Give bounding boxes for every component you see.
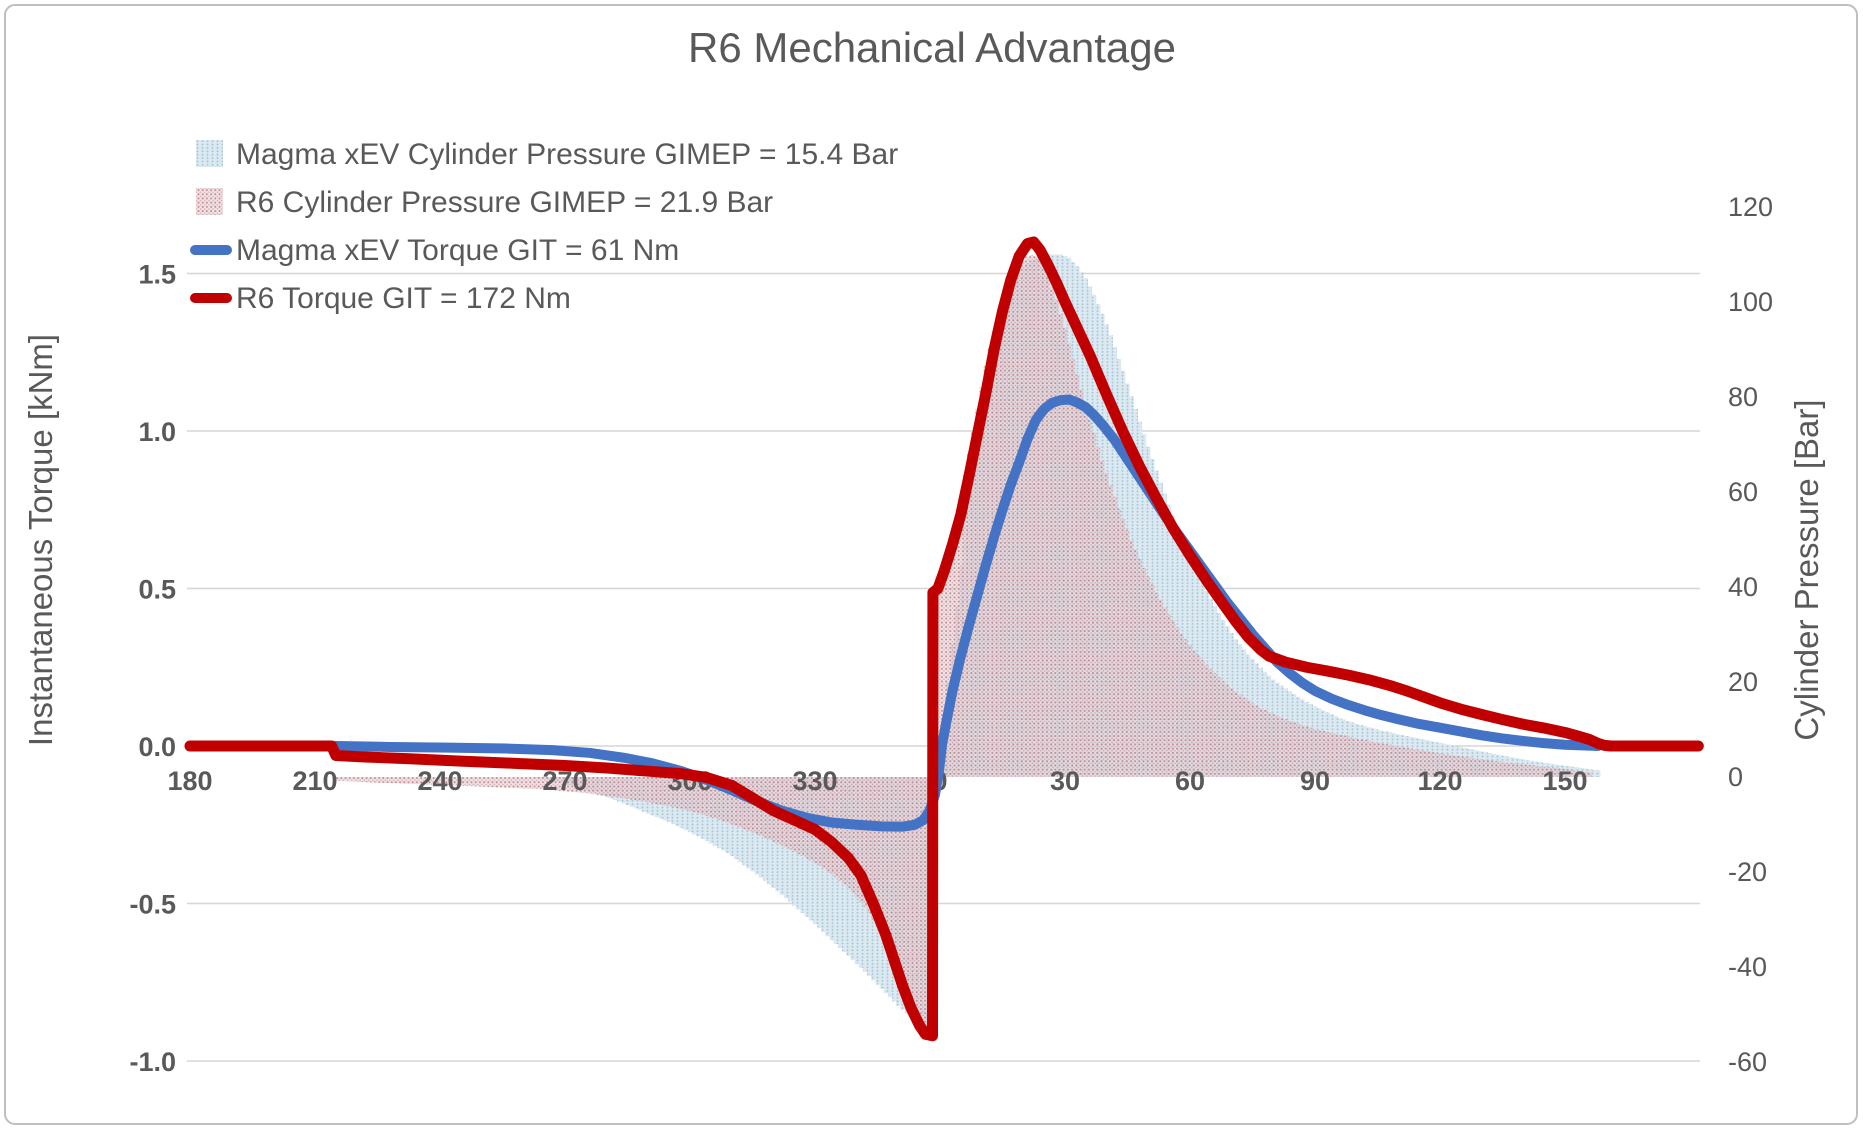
torque-line-r6 bbox=[184, 236, 1704, 1042]
chart-frame bbox=[4, 4, 1858, 1125]
left-axis-tick-label: 1.0 bbox=[138, 417, 176, 447]
left-axis-tick-label: 0.0 bbox=[138, 732, 176, 762]
left-axis-tick-label: 0.5 bbox=[138, 575, 176, 605]
x-axis-tick-label: 90 bbox=[1300, 766, 1330, 796]
legend-swatch-r6-torque bbox=[190, 293, 232, 303]
legend-item: R6 Torque GIT = 172 Nm bbox=[190, 282, 571, 315]
right-axis-tick-label: -60 bbox=[1728, 1047, 1767, 1077]
legend-label: Magma xEV Torque GIT = 61 Nm bbox=[236, 234, 679, 267]
right-axis-tick-label: 20 bbox=[1728, 667, 1758, 697]
legend-swatch-r6-pressure bbox=[196, 188, 223, 215]
right-axis-tick-label: 100 bbox=[1728, 287, 1773, 317]
x-axis-tick-label: 30 bbox=[1050, 766, 1080, 796]
legend-item: Magma xEV Cylinder Pressure GIMEP = 15.4… bbox=[196, 138, 898, 171]
right-axis-tick-label: 0 bbox=[1728, 762, 1743, 792]
legend-label: R6 Cylinder Pressure GIMEP = 21.9 Bar bbox=[236, 186, 773, 219]
right-axis-tick-label: 60 bbox=[1728, 477, 1758, 507]
torque-lines-layer bbox=[184, 236, 1704, 1042]
x-axis-tick-label: 150 bbox=[1542, 766, 1587, 796]
legend-item: Magma xEV Torque GIT = 61 Nm bbox=[190, 234, 679, 267]
right-axis-tick-label: 80 bbox=[1728, 382, 1758, 412]
x-axis-tick-label: 330 bbox=[792, 766, 837, 796]
left-axis-tick-label: -1.0 bbox=[129, 1047, 176, 1077]
chart-title: R6 Mechanical Advantage bbox=[688, 24, 1176, 71]
legend: Magma xEV Cylinder Pressure GIMEP = 15.4… bbox=[190, 138, 898, 315]
x-axis-tick-label: 210 bbox=[292, 766, 337, 796]
legend-label: Magma xEV Cylinder Pressure GIMEP = 15.4… bbox=[236, 138, 898, 171]
right-axis-tick-label: -20 bbox=[1728, 857, 1767, 887]
right-axis-tick-label: 120 bbox=[1728, 192, 1773, 222]
right-axis-tick-label: 40 bbox=[1728, 572, 1758, 602]
legend-swatch-magma-torque bbox=[190, 245, 232, 255]
legend-label: R6 Torque GIT = 172 Nm bbox=[236, 282, 571, 315]
left-axis-tick-label: 1.5 bbox=[138, 260, 176, 290]
x-axis-tick-label: 180 bbox=[167, 766, 212, 796]
legend-swatch-magma-pressure bbox=[196, 140, 223, 167]
right-axis-title: Cylinder Pressure [Bar] bbox=[1788, 399, 1825, 740]
left-axis-tick-label: -0.5 bbox=[129, 890, 176, 920]
left-axis-title: Instantaneous Torque [kNm] bbox=[22, 334, 59, 746]
torque-line-magma-xev bbox=[330, 394, 1604, 832]
x-axis-tick-label: 120 bbox=[1417, 766, 1462, 796]
x-axis-tick-label: 60 bbox=[1175, 766, 1205, 796]
right-axis-tick-label: -40 bbox=[1728, 952, 1767, 982]
x-axis-tick-label: 240 bbox=[417, 766, 462, 796]
legend-item: R6 Cylinder Pressure GIMEP = 21.9 Bar bbox=[196, 186, 773, 219]
tick-labels-layer: 1.5 1.0 0.5 0.0 -0.5 -1.0 120 100 80 60 40 20 0 -20 -4… bbox=[129, 192, 1773, 1077]
